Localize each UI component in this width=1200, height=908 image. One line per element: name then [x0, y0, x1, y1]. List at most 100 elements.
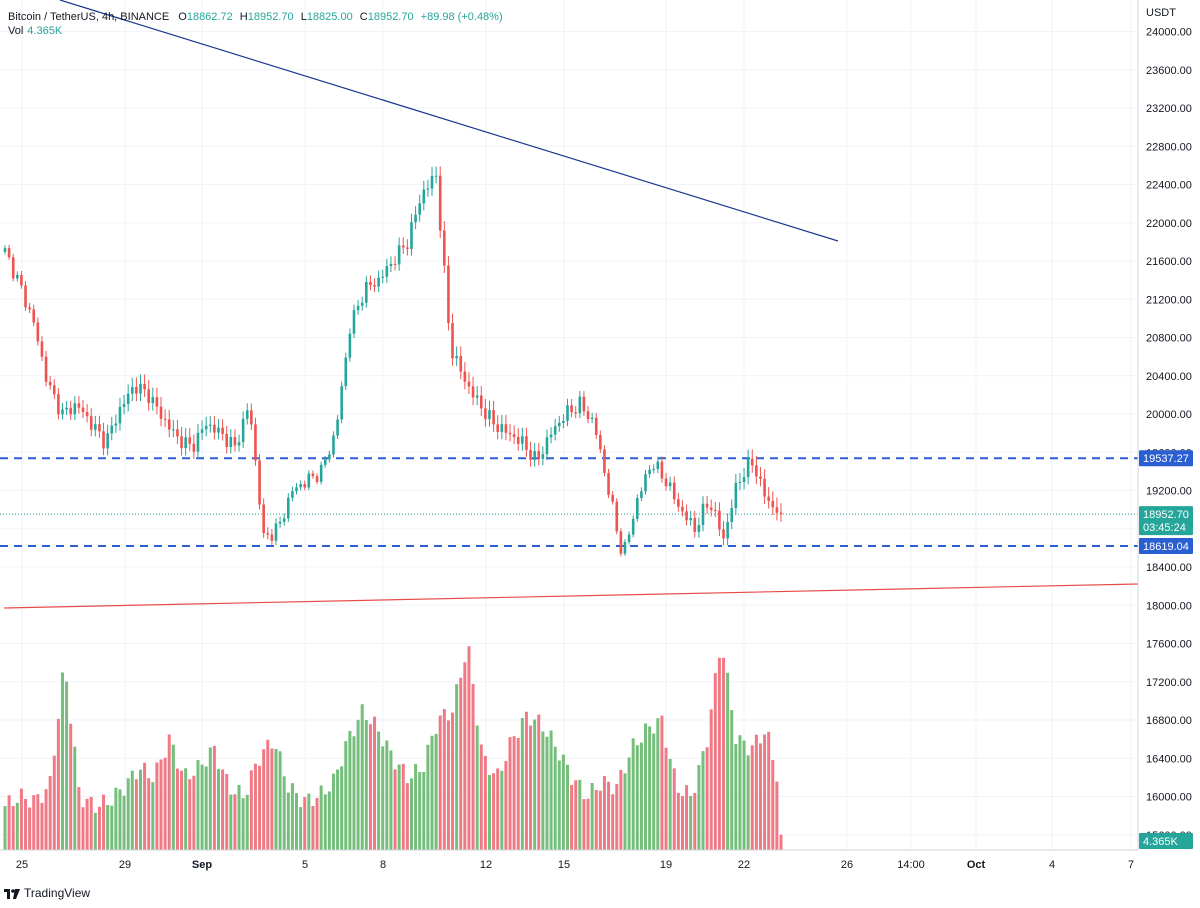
volume-bar [60, 672, 64, 850]
candle-body [65, 407, 68, 410]
open-value: 18862.72 [186, 11, 233, 23]
candle-body [282, 518, 286, 522]
volume-bar [225, 773, 229, 850]
candle-body [726, 522, 729, 539]
volume-bar [377, 731, 381, 850]
candle-body [155, 397, 159, 407]
volume-bar [311, 806, 315, 850]
volume-bar [106, 805, 110, 850]
candle-body [406, 247, 409, 249]
candle-body [323, 459, 327, 465]
volume-bar [561, 754, 565, 850]
volume-bar [627, 757, 631, 850]
candle-body [734, 482, 738, 509]
volume-bar [48, 776, 52, 850]
candle-body [467, 381, 471, 387]
volume-bar [200, 764, 204, 850]
candle-body [28, 307, 31, 310]
volume-bar [565, 764, 569, 850]
volume-bar [414, 763, 418, 850]
candle-body [463, 371, 467, 382]
price-tick-label: 17600.00 [1146, 639, 1192, 651]
volume-bar [52, 755, 56, 850]
volume-bar [217, 768, 221, 850]
candle-body [545, 437, 549, 455]
volume-bar [28, 807, 32, 850]
candle-body [114, 423, 118, 426]
volume-bar [126, 778, 130, 850]
volume-bar [434, 733, 438, 850]
candle-body [779, 512, 783, 515]
volume-bar [722, 657, 726, 850]
candle-body [373, 285, 376, 287]
volume-bar [590, 782, 594, 850]
candle-body [586, 411, 590, 419]
volume-bar [611, 794, 615, 850]
volume-bar [726, 672, 730, 850]
volume-bar [672, 768, 676, 850]
price-tick-label: 23200.00 [1146, 103, 1192, 115]
candle-body [110, 425, 114, 434]
candle-body [578, 396, 582, 414]
candle-body [36, 322, 40, 342]
volume-bar [689, 795, 693, 850]
footer[interactable]: TradingView [4, 886, 90, 900]
candle-body [759, 476, 762, 479]
price-tick-label: 19200.00 [1146, 486, 1192, 498]
volume-bar [130, 770, 134, 850]
volume-bar [520, 718, 524, 850]
volume-bar [685, 785, 689, 850]
price-tick-label: 20800.00 [1146, 333, 1192, 345]
volume-bar [467, 646, 471, 850]
candle-body [529, 449, 532, 461]
candle-body [566, 405, 569, 421]
chart-grid [0, 0, 1138, 850]
candle-body [98, 424, 101, 432]
low-value: 18825.00 [306, 11, 353, 23]
volume-bar [15, 802, 19, 850]
volume-bar [93, 812, 97, 850]
volume-bar [483, 756, 487, 850]
volume-bar [69, 723, 73, 850]
candle-body [689, 518, 692, 521]
price-tick-label: 22000.00 [1146, 218, 1192, 230]
price-tick-label: 22800.00 [1146, 141, 1192, 153]
price-tick-label: 16800.00 [1146, 715, 1192, 727]
volume-bar [97, 806, 101, 850]
volume-bar [451, 712, 455, 850]
candle-body [443, 230, 446, 266]
price-tick-label: 21200.00 [1146, 294, 1192, 306]
candle-body [278, 521, 282, 524]
candle-body [287, 497, 290, 519]
volume-bar [188, 779, 192, 850]
volume-bar [344, 741, 348, 850]
candle-body [307, 473, 311, 488]
volume-bar [303, 796, 307, 850]
volume-bars [3, 646, 783, 850]
volume-bar [249, 770, 253, 850]
candle-body [69, 407, 72, 415]
volume-bar [582, 799, 586, 850]
volume-bar [208, 747, 212, 850]
volume-bar [430, 735, 434, 850]
candle-body [496, 424, 499, 432]
volume-bar [253, 763, 257, 850]
candle-body [755, 465, 758, 477]
volume-bar [73, 746, 77, 850]
volume-bar [701, 751, 705, 850]
price-unit: USDT [1146, 7, 1176, 19]
price-tick-label: 20400.00 [1146, 371, 1192, 383]
candle-body [217, 427, 220, 433]
candle-body [102, 431, 105, 449]
candle-body [668, 482, 672, 487]
volume-bar [118, 789, 122, 850]
price-tick-label: 17200.00 [1146, 677, 1192, 689]
candle-body [229, 437, 233, 448]
candle-body [582, 396, 586, 412]
candle-body [295, 487, 298, 492]
volume-bar [738, 735, 742, 850]
tradingview-brand: TradingView [24, 886, 91, 900]
volume-bar [212, 745, 216, 850]
